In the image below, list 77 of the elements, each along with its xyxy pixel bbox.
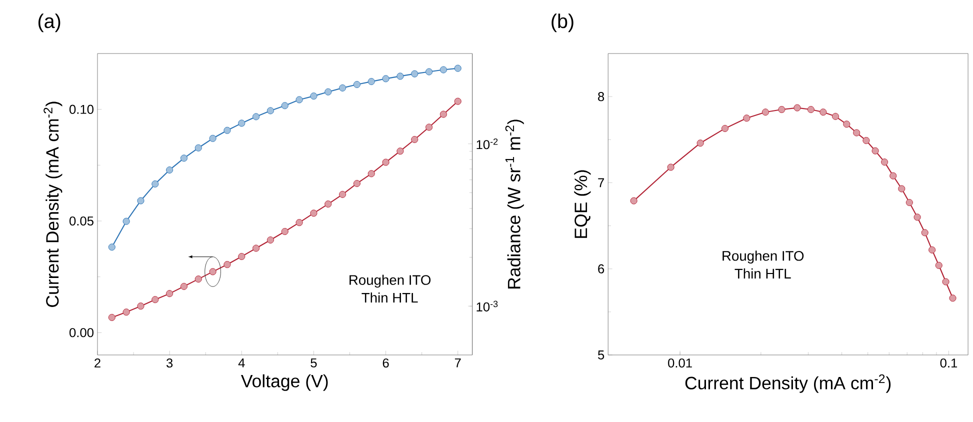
point xyxy=(238,119,246,127)
x-tick-label: 0.1 xyxy=(940,358,958,368)
point xyxy=(180,154,188,162)
point xyxy=(296,96,303,104)
point xyxy=(152,180,159,188)
point xyxy=(281,102,288,109)
point xyxy=(454,98,462,105)
y-tick-label: 7 xyxy=(598,178,604,187)
point xyxy=(108,314,116,321)
y-tick-label: 6 xyxy=(598,264,604,274)
x-tick-label: 4 xyxy=(238,358,245,368)
point xyxy=(324,200,332,208)
y-tick-label: 0.10 xyxy=(69,104,94,114)
point xyxy=(281,228,288,235)
point xyxy=(296,218,303,226)
point xyxy=(266,106,274,114)
x-axis-title: Voltage (V) xyxy=(240,374,328,391)
point xyxy=(252,244,260,252)
point xyxy=(353,180,360,187)
point xyxy=(353,80,360,88)
y2-tick-label: 10$^{-3}$ xyxy=(476,300,498,312)
point xyxy=(137,302,144,310)
chart-title: (a) xyxy=(38,13,60,32)
x-axis-title: Current Density (mA cm$^{-2}$) xyxy=(685,374,891,393)
point xyxy=(209,134,216,142)
annotation: Roughen ITO xyxy=(350,274,431,288)
y-tick-label: 5 xyxy=(598,350,604,360)
point xyxy=(252,112,260,120)
point xyxy=(137,197,144,204)
annotation: Thin HTL xyxy=(362,292,418,302)
x-tick-label: 2 xyxy=(94,358,100,368)
point xyxy=(396,147,404,154)
point xyxy=(266,236,274,244)
point xyxy=(194,144,202,152)
point xyxy=(339,190,346,198)
point xyxy=(382,74,390,82)
point xyxy=(426,68,433,76)
point xyxy=(411,136,418,143)
y-axis-title: EQE (%) xyxy=(574,170,591,238)
point xyxy=(368,78,375,85)
point xyxy=(440,66,447,74)
point xyxy=(310,209,318,217)
point xyxy=(180,282,188,290)
point xyxy=(310,92,318,100)
point xyxy=(324,88,332,96)
x-tick-label: 3 xyxy=(166,358,173,368)
point xyxy=(166,166,174,174)
x-tick-label: 0.01 xyxy=(668,358,692,368)
point xyxy=(224,126,231,134)
point xyxy=(224,260,231,268)
point xyxy=(426,124,433,131)
y-axis-title: Current Density (mA cm$^{-2}$) xyxy=(44,102,62,307)
point xyxy=(368,170,375,177)
point xyxy=(382,158,390,166)
point xyxy=(122,218,130,225)
point xyxy=(152,296,159,303)
x-tick-label: 6 xyxy=(382,358,389,368)
point xyxy=(108,243,116,250)
point xyxy=(166,290,174,297)
chart-title: (b) xyxy=(552,13,574,32)
point xyxy=(440,110,447,118)
x-tick-label: 5 xyxy=(310,358,317,368)
y-tick-label: 0.00 xyxy=(69,328,94,337)
point xyxy=(454,64,462,72)
x-tick-label: 7 xyxy=(454,358,461,368)
point xyxy=(339,84,346,92)
y2-axis-title: Radiance (W sr$^{-1}$ m$^{-2}$) xyxy=(505,120,524,288)
point xyxy=(238,252,246,260)
y-tick-label: 0.05 xyxy=(69,216,94,226)
point xyxy=(411,70,418,78)
annotation: Thin HTL xyxy=(734,268,791,278)
y2-tick-label: 10$^{-2}$ xyxy=(476,138,498,149)
annotation: Roughen ITO xyxy=(722,250,804,264)
point xyxy=(122,308,130,316)
point xyxy=(194,275,202,282)
point xyxy=(396,72,404,80)
y-tick-label: 8 xyxy=(598,92,604,101)
